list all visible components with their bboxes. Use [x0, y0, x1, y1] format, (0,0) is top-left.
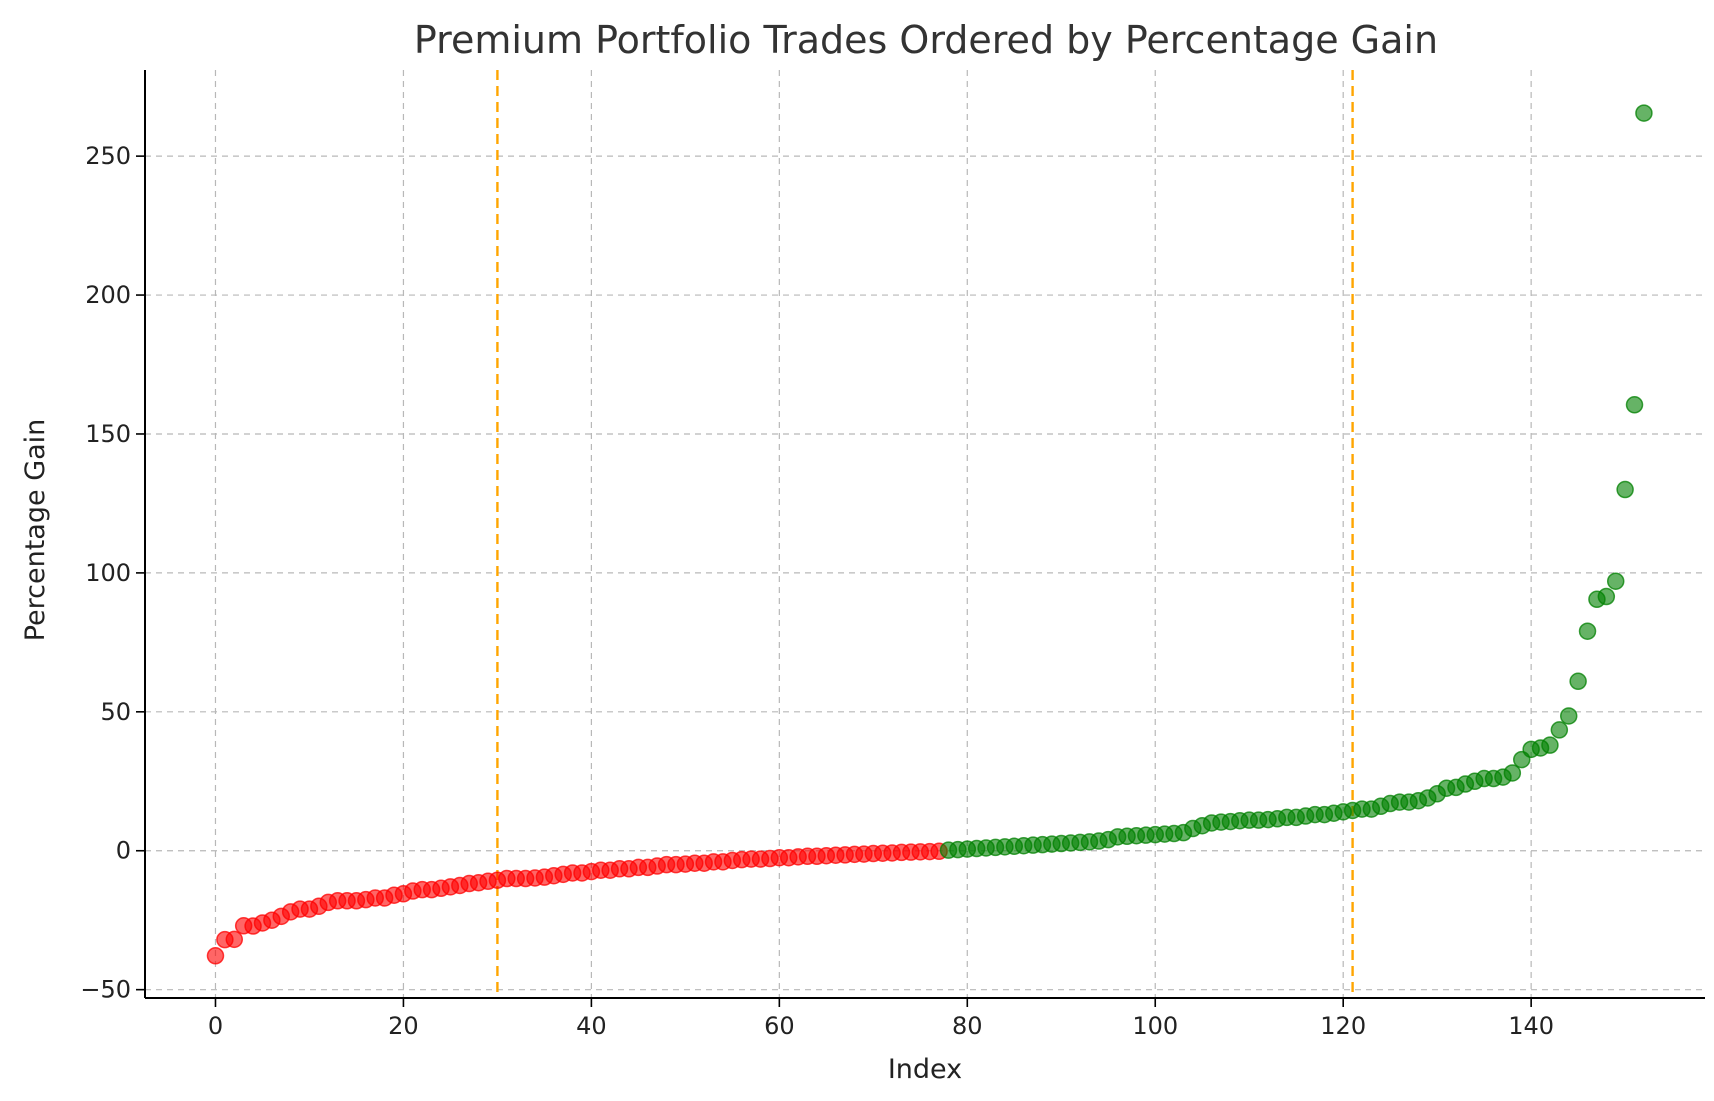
y-tick-label: 250 — [85, 142, 131, 170]
gain-point — [1625, 396, 1644, 414]
chart-title: Premium Portfolio Trades Ordered by Perc… — [414, 18, 1438, 62]
y-tick-label: 50 — [100, 698, 131, 726]
loss-point — [225, 930, 244, 949]
y-tick-label: 100 — [85, 559, 131, 587]
x-tick-label: 80 — [952, 1012, 983, 1040]
x-tick-label: 100 — [1132, 1012, 1178, 1040]
gain-point — [1541, 736, 1559, 754]
x-tick-label: 120 — [1320, 1012, 1366, 1040]
gain-point — [1597, 587, 1616, 606]
y-tick-label: 150 — [85, 420, 131, 448]
y-tick-label: −50 — [80, 976, 131, 1004]
grid-lines — [145, 70, 1705, 998]
gain-point — [1503, 764, 1522, 782]
gain-point — [1550, 721, 1569, 739]
gain-point — [1569, 672, 1587, 691]
x-tick-label: 40 — [576, 1012, 607, 1040]
x-tick-label: 140 — [1508, 1012, 1554, 1040]
gain-point — [1578, 622, 1597, 640]
y-ticks: −50 0 50 100 150 200 250 — [80, 142, 145, 1004]
x-ticks: 0 20 40 60 80 100 120 140 — [208, 998, 1554, 1040]
gain-point — [1559, 707, 1578, 725]
y-tick-label: 0 — [116, 837, 131, 865]
loss-point — [206, 947, 225, 965]
gain-point — [1635, 104, 1653, 122]
y-tick-label: 200 — [85, 281, 131, 309]
x-tick-label: 0 — [208, 1012, 223, 1040]
x-tick-label: 60 — [764, 1012, 795, 1040]
x-tick-label: 20 — [388, 1012, 419, 1040]
gain-point — [1606, 572, 1625, 590]
gain-point — [1616, 480, 1634, 499]
data-points — [206, 104, 1653, 965]
y-axis-label: Percentage Gain — [20, 419, 51, 642]
reference-lines — [496, 70, 1354, 998]
x-axis-label: Index — [888, 1054, 962, 1085]
